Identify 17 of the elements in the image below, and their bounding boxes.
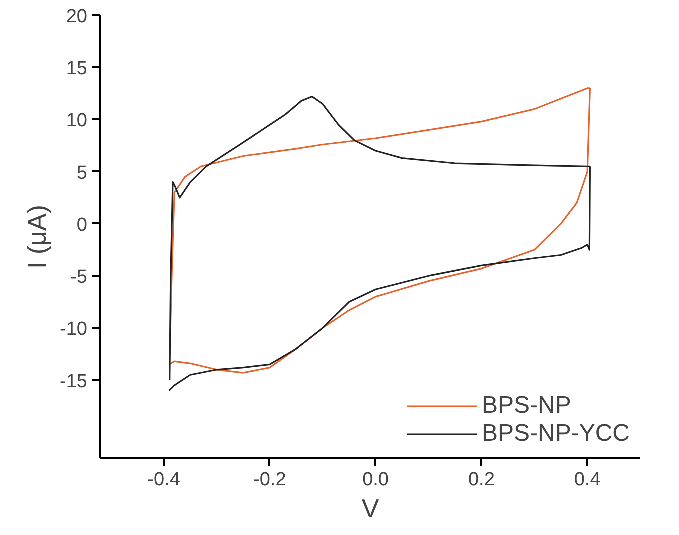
legend-label: BPS-NP	[482, 392, 572, 420]
x-tick-label: 0.4	[574, 470, 602, 490]
x-tick-label: -0.2	[254, 470, 286, 490]
y-tick-label: -15	[60, 371, 88, 392]
y-tick-label: 20	[66, 6, 88, 28]
x-tick-label: 0.0	[362, 470, 390, 490]
y-tick-label: -10	[60, 319, 88, 340]
y-tick-label: 15	[66, 58, 88, 80]
y-tick-label: 5	[76, 162, 88, 184]
y-tick-label: 10	[66, 110, 88, 132]
x-tick-label: -0.4	[148, 470, 181, 490]
y-tick-label: -5	[70, 267, 88, 288]
x-axis-title: V	[362, 494, 380, 524]
y-tick-label: 0	[76, 214, 88, 236]
y-axis-title: I (μA)	[22, 204, 52, 270]
legend-label: BPS-NP-YCC	[482, 420, 630, 448]
x-tick-label: 0.2	[468, 470, 495, 490]
